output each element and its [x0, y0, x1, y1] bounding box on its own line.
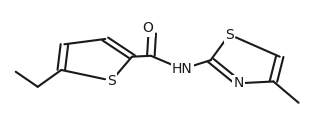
Text: S: S: [107, 74, 116, 88]
Text: O: O: [142, 21, 153, 35]
Text: HN: HN: [172, 62, 193, 76]
Text: S: S: [225, 28, 234, 42]
Text: N: N: [234, 76, 244, 90]
